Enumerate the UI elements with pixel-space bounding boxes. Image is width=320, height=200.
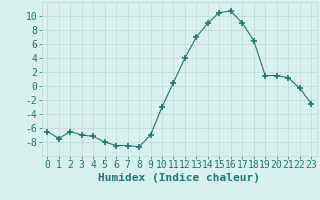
X-axis label: Humidex (Indice chaleur): Humidex (Indice chaleur) [98, 173, 260, 183]
